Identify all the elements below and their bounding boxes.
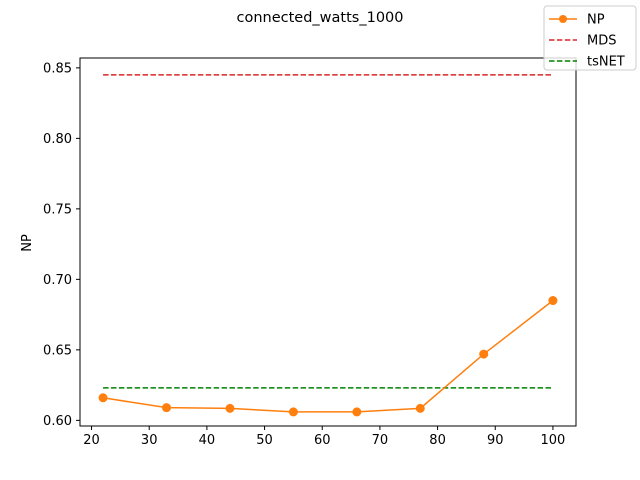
legend-label-tsnet: tsNET <box>587 55 625 70</box>
y-axis-label: NP <box>20 234 35 252</box>
y-tick-label: 0.75 <box>43 202 72 217</box>
axis-ticks: 20 30 40 50 60 70 80 90 100 0.60 0.65 0.70 0.75 0.80 0… <box>43 61 565 448</box>
np-point <box>98 393 108 403</box>
np-point <box>288 407 298 417</box>
np-point <box>479 349 489 359</box>
x-tick-label: 40 <box>199 433 216 448</box>
x-tick-label: 70 <box>372 433 389 448</box>
x-tick-label: 30 <box>141 433 158 448</box>
np-point <box>548 296 558 306</box>
chart-title: connected_watts_1000 <box>237 10 404 26</box>
legend: NP MDS tsNET <box>543 5 637 71</box>
plot-frame <box>79 57 577 427</box>
legend-label-mds: MDS <box>587 34 616 49</box>
y-tick-label: 0.70 <box>43 273 72 288</box>
x-tick-label: 60 <box>314 433 331 448</box>
series-layer <box>98 74 558 417</box>
x-tick-label: 50 <box>256 433 273 448</box>
y-tick-label: 0.80 <box>43 132 72 147</box>
x-tick-label: 80 <box>429 433 446 448</box>
np-point <box>162 403 172 413</box>
x-tick-label: 100 <box>541 433 566 448</box>
np-point <box>225 403 235 413</box>
legend-marker-np <box>559 15 567 23</box>
y-tick-label: 0.65 <box>43 343 72 358</box>
legend-label-np: NP <box>587 13 605 28</box>
np-point <box>415 403 425 413</box>
y-tick-label: 0.60 <box>43 414 72 429</box>
series-line-np <box>102 299 554 413</box>
x-tick-label: 90 <box>487 433 504 448</box>
np-point <box>352 407 362 417</box>
x-tick-label: 20 <box>83 433 100 448</box>
y-tick-label: 0.85 <box>43 61 72 76</box>
legend-box <box>543 5 637 71</box>
